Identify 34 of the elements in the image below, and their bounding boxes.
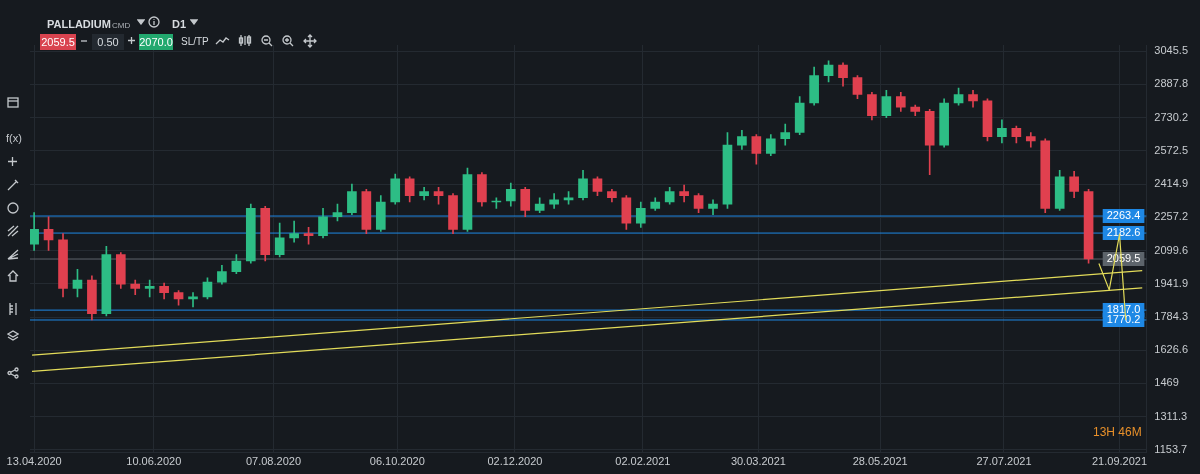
y-tick-label: 2414.9 xyxy=(1154,177,1189,190)
x-tick-label: 02.02.2021 xyxy=(615,455,671,468)
y-tick-label: 2572.5 xyxy=(1154,143,1189,156)
y-tick-label: 1941.9 xyxy=(1154,276,1189,289)
y-tick-label: 1626.6 xyxy=(1154,343,1189,356)
y-tick-label: 1153.7 xyxy=(1154,442,1188,455)
annotation: 2059.5 xyxy=(40,34,76,50)
x-tick-label: 10.06.2020 xyxy=(126,455,182,468)
text: f(x) xyxy=(6,131,22,145)
x-tick-label: 02.12.2020 xyxy=(487,455,543,468)
y-tick-label: 1311.3 xyxy=(1154,409,1188,422)
annotation: 0.50 xyxy=(92,34,124,50)
candlestick xyxy=(144,279,155,298)
x-tick-label: 07.08.2020 xyxy=(245,455,302,468)
text: D1 xyxy=(172,17,187,31)
y-tick-label: 2257.2 xyxy=(1154,210,1189,223)
annotation: 2070.0 xyxy=(139,34,173,50)
x-tick-label: 30.03.2021 xyxy=(730,455,786,468)
y-tick-label: 2730.2 xyxy=(1154,110,1189,123)
y-tick-label: 2887.8 xyxy=(1154,77,1189,90)
annotation: 13H 46M xyxy=(1093,425,1142,439)
x-tick-label: 13.04.2020 xyxy=(6,455,62,468)
chart-title: PALLADIUM xyxy=(47,17,111,31)
y-tick-label: 1469 xyxy=(1154,376,1179,389)
y-tick-label: 3045.5 xyxy=(1154,44,1189,57)
annotation: SL/TP xyxy=(181,35,209,49)
x-tick-label: 27.07.2021 xyxy=(976,455,1032,468)
y-tick-label: 2099.6 xyxy=(1154,243,1189,256)
y-tick-label: 1784.3 xyxy=(1154,310,1189,323)
x-tick-label: 06.10.2020 xyxy=(369,455,425,468)
x-tick-label: 21.09.2021 xyxy=(1092,455,1148,468)
ref-line-label: 2263.4 xyxy=(1106,209,1141,222)
text: CMD xyxy=(112,20,131,32)
x-tick-label: 28.05.2021 xyxy=(852,455,908,468)
